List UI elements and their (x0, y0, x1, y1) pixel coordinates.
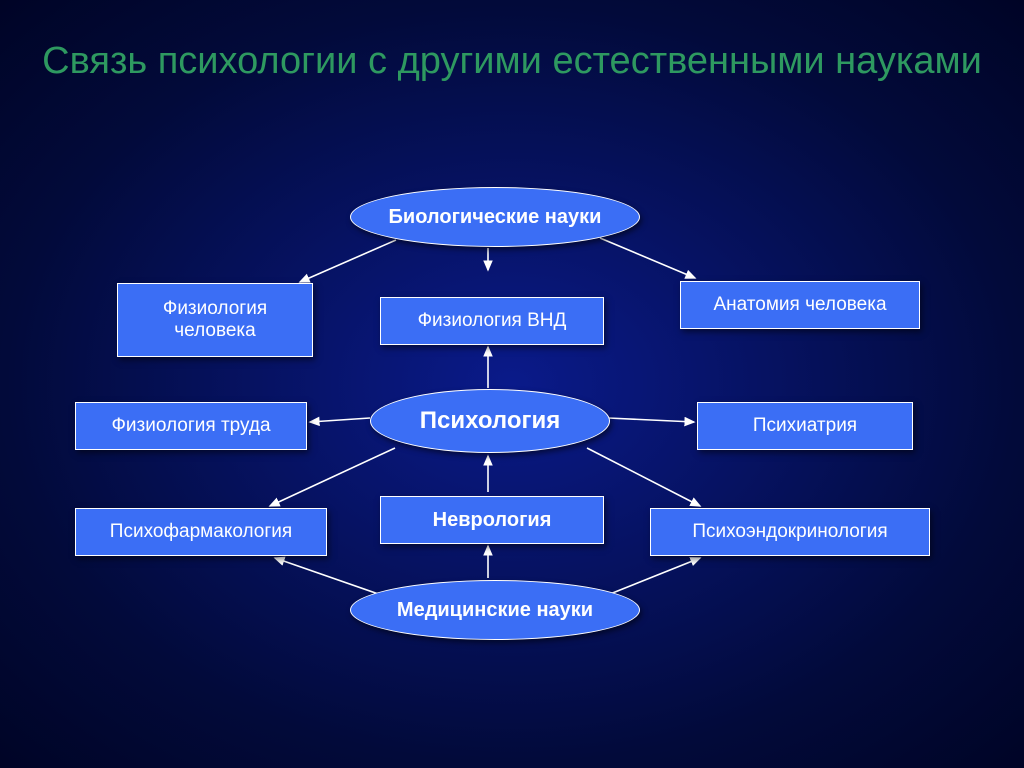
arrow-6 (270, 448, 395, 506)
arrow-5 (608, 418, 694, 422)
arrow-0 (300, 240, 396, 282)
arrow-10 (275, 558, 390, 598)
node-phys_labor: Физиология труда (75, 402, 307, 450)
node-psychology: Психология (370, 389, 610, 453)
node-anatomy: Анатомия человека (680, 281, 920, 329)
node-psychiatry: Психиатрия (697, 402, 913, 450)
node-neurology: Неврология (380, 496, 604, 544)
arrows-layer (0, 0, 1024, 768)
arrow-11 (600, 558, 700, 598)
node-pharma: Психофармакология (75, 508, 327, 556)
node-medical: Медицинские науки (350, 580, 640, 640)
node-phys_vnd: Физиология ВНД (380, 297, 604, 345)
slide: Связь психологии с другими естественными… (0, 0, 1024, 768)
node-phys_human: Физиология человека (117, 283, 313, 357)
slide-title: Связь психологии с другими естественными… (0, 38, 1024, 86)
arrow-4 (310, 418, 370, 422)
node-endocrine: Психоэндокринология (650, 508, 930, 556)
node-bio: Биологические науки (350, 187, 640, 247)
arrow-2 (600, 238, 695, 278)
